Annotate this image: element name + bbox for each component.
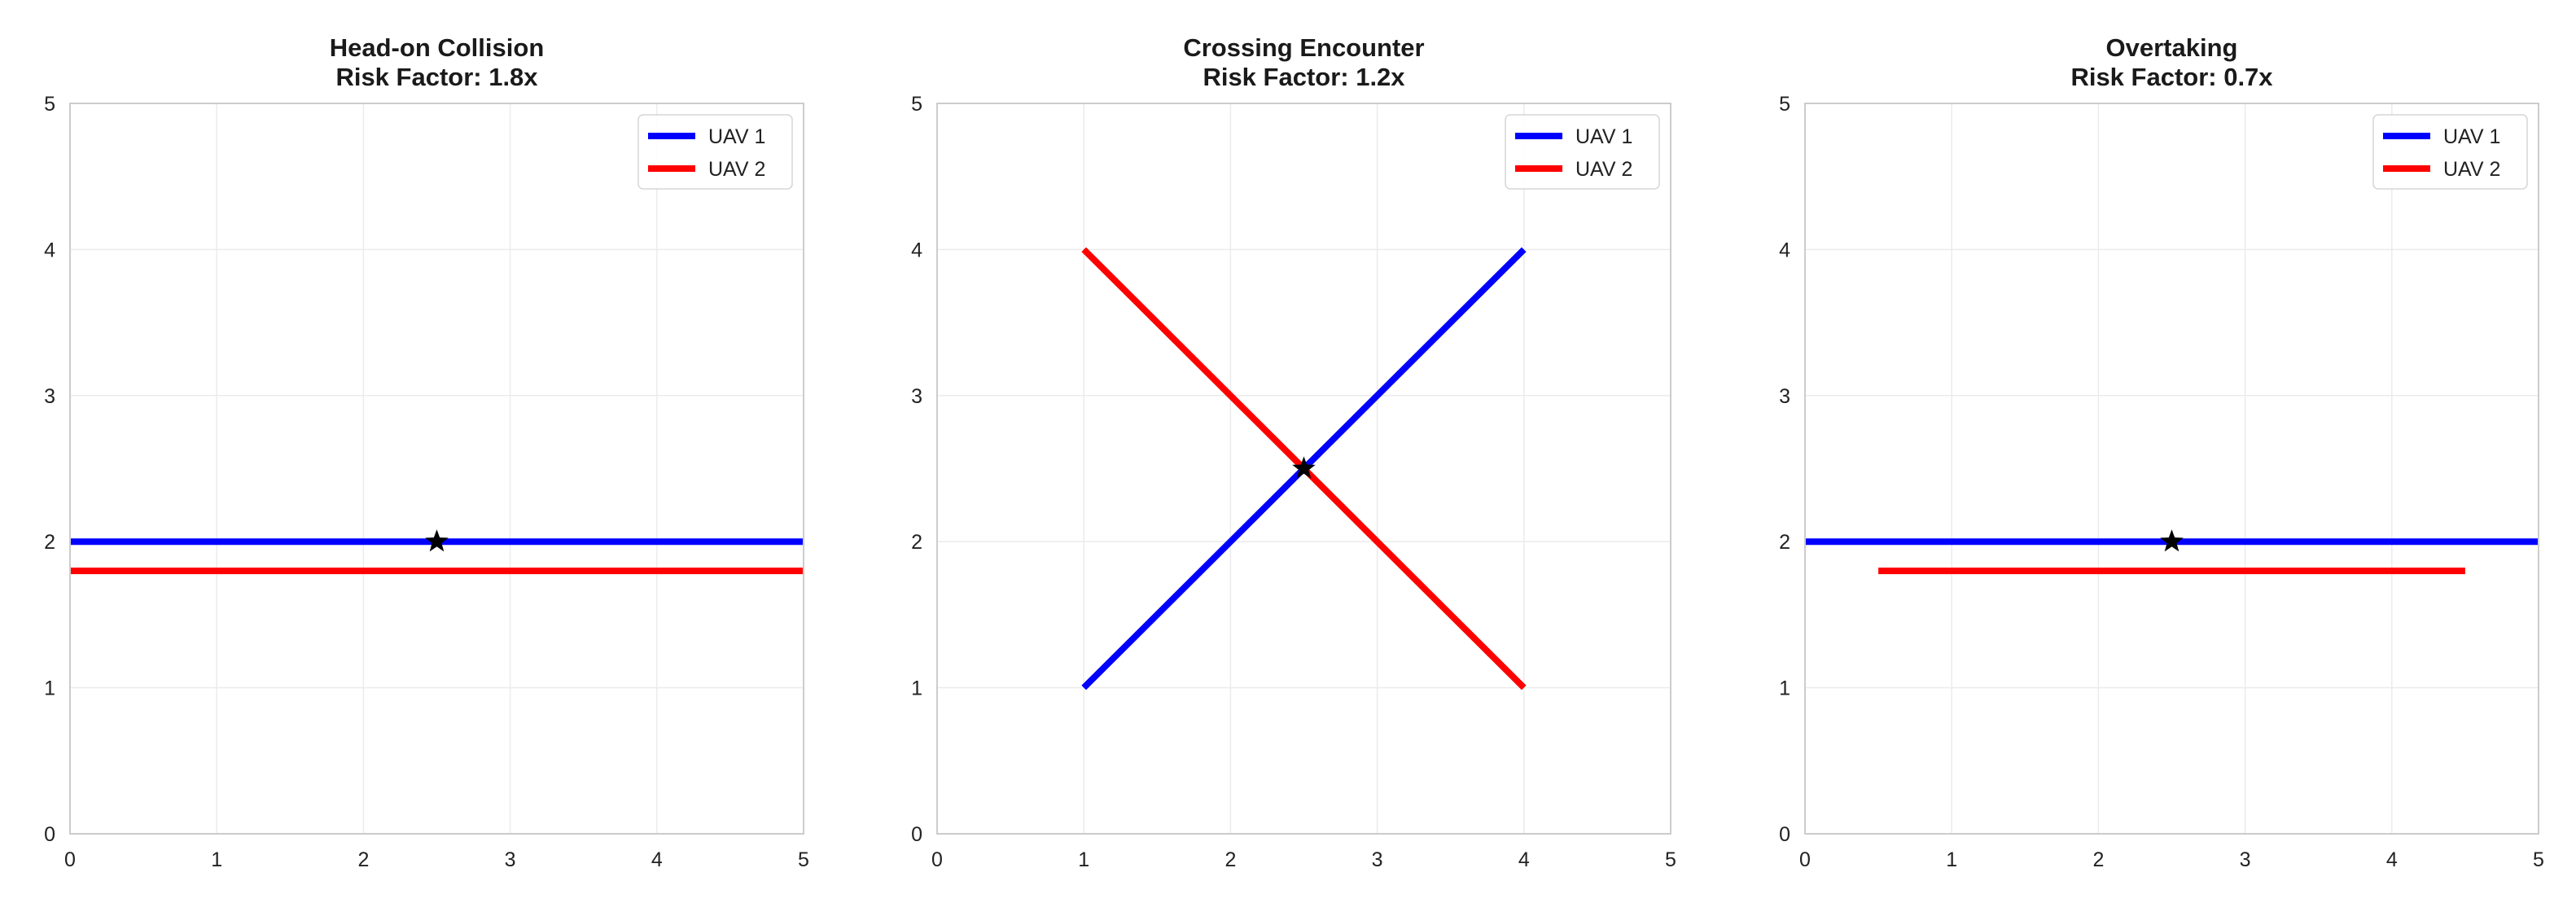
x-tick-label: 4	[651, 848, 663, 871]
x-tick-label: 5	[2533, 848, 2544, 871]
y-tick-label: 3	[911, 385, 922, 408]
legend: UAV 1 UAV 2	[637, 114, 793, 190]
legend-label-uav-2: UAV 2	[708, 158, 765, 181]
legend-label-uav-2: UAV 2	[2443, 158, 2500, 181]
y-tick-label: 0	[1779, 823, 1790, 846]
y-tick-label: 1	[1779, 677, 1790, 700]
collision-point-star-icon	[425, 529, 449, 552]
chart-title: Overtaking	[2106, 33, 2238, 62]
collision-point-star-icon	[2160, 529, 2184, 552]
y-tick-label: 3	[44, 385, 55, 408]
y-tick-label: 5	[911, 93, 922, 116]
x-tick-label: 2	[357, 848, 369, 871]
y-tick-label: 0	[44, 823, 55, 846]
x-tick-label: 1	[211, 848, 222, 871]
x-tick-label: 4	[1518, 848, 1530, 871]
plot-area	[1805, 103, 2539, 834]
y-tick-label: 0	[911, 823, 922, 846]
axes-frame	[1804, 103, 2539, 835]
x-tick-label: 5	[798, 848, 809, 871]
chart-subtitle: Risk Factor: 1.8x	[335, 63, 538, 91]
legend-label-uav-1: UAV 1	[708, 125, 765, 148]
x-tick-label: 4	[2386, 848, 2398, 871]
y-tick-label: 4	[1779, 239, 1790, 261]
chart-subtitle: Risk Factor: 0.7x	[2070, 63, 2273, 91]
legend-label-uav-1: UAV 1	[1575, 125, 1632, 148]
y-tick-label: 2	[1779, 531, 1790, 554]
y-tick-label: 1	[911, 677, 922, 700]
y-tick-label: 2	[44, 531, 55, 554]
chart-subtitle: Risk Factor: 1.2x	[1203, 63, 1405, 91]
y-tick-label: 2	[911, 531, 922, 554]
x-tick-label: 1	[1946, 848, 1957, 871]
x-tick-label: 0	[1799, 848, 1811, 871]
collision-point-star-icon	[1292, 456, 1316, 479]
axes-frame	[936, 103, 1671, 835]
x-tick-label: 5	[1665, 848, 1676, 871]
x-tick-label: 3	[2240, 848, 2251, 871]
y-tick-label: 4	[911, 239, 922, 261]
legend-label-uav-2: UAV 2	[1575, 158, 1632, 181]
legend: UAV 1 UAV 2	[2372, 114, 2528, 190]
y-tick-label: 5	[44, 93, 55, 116]
y-tick-label: 4	[44, 239, 55, 261]
x-tick-label: 0	[64, 848, 76, 871]
legend: UAV 1 UAV 2	[1505, 114, 1660, 190]
chart-title: Crossing Encounter	[1183, 33, 1424, 62]
y-tick-label: 1	[44, 677, 55, 700]
legend-label-uav-1: UAV 1	[2443, 125, 2500, 148]
x-tick-label: 2	[2092, 848, 2104, 871]
y-tick-label: 5	[1779, 93, 1790, 116]
x-tick-label: 3	[1372, 848, 1383, 871]
x-tick-label: 0	[931, 848, 943, 871]
x-tick-label: 2	[1224, 848, 1236, 871]
y-tick-label: 3	[1779, 385, 1790, 408]
axes-frame	[69, 103, 804, 835]
x-tick-label: 1	[1078, 848, 1089, 871]
plot-area	[70, 103, 804, 834]
x-tick-label: 3	[505, 848, 516, 871]
chart-title: Head-on Collision	[330, 33, 545, 62]
